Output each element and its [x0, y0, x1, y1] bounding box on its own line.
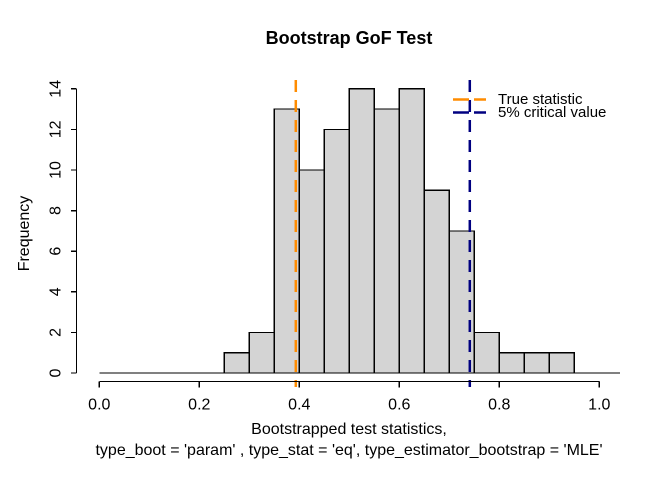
legend: True statistic 5% critical value	[452, 91, 607, 121]
histogram-bar	[523, 352, 550, 374]
y-tick-label: 2	[48, 328, 65, 337]
y-axis-title: Frequency	[16, 196, 33, 272]
legend-label-critical-value: 5% critical value	[498, 104, 607, 121]
x-tick-label: 1.0	[588, 397, 610, 414]
histogram-bar	[498, 352, 525, 374]
histogram-bar	[248, 331, 275, 374]
x-axis-title-line2: type_boot = 'param' , type_stat = 'eq', …	[95, 442, 603, 459]
y-tick-label: 0	[48, 368, 65, 377]
x-axis-title-line1: Bootstrapped test statistics,	[251, 421, 447, 438]
histogram-bar	[323, 128, 350, 374]
histogram-bar	[223, 352, 250, 374]
histogram-bar	[348, 88, 375, 374]
y-tick-label: 6	[48, 247, 65, 256]
x-tick-label: 0.8	[488, 397, 510, 414]
x-tick-label: 0.2	[188, 397, 210, 414]
legend-label-true-statistic: True statistic	[498, 91, 583, 108]
histogram-bar	[398, 88, 425, 374]
x-tick-label: 0.6	[388, 397, 410, 414]
x-tick-label: 0.0	[88, 397, 110, 414]
y-tick-label: 10	[48, 161, 65, 179]
histogram-bar	[373, 108, 400, 374]
histogram-bar	[423, 189, 450, 374]
legend-item-true-statistic: True statistic	[452, 91, 606, 108]
legend-item-critical-value: 5% critical value	[452, 104, 607, 121]
y-tick-label: 14	[48, 80, 65, 98]
y-tick-label: 4	[48, 287, 65, 296]
y-tick-label: 12	[48, 120, 65, 138]
histogram-bar	[548, 352, 575, 374]
orange-dashed-line-swatch	[453, 98, 486, 101]
histogram-bar	[298, 169, 325, 374]
chart-title: Bootstrap GoF Test	[265, 28, 433, 48]
navy-dashed-line-swatch	[453, 111, 486, 114]
x-tick-label: 0.4	[288, 397, 310, 414]
histogram-bar	[473, 331, 500, 374]
y-tick-label: 8	[48, 206, 65, 215]
